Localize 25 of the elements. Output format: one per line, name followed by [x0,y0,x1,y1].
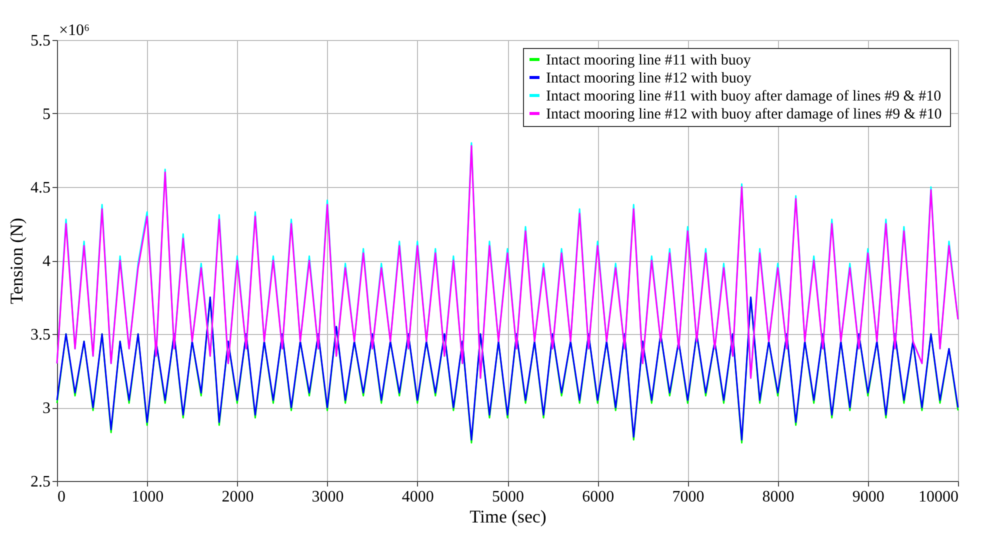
x-tick-label: 10000 [918,488,958,506]
y-axis-title: Tension (N) [6,218,26,304]
legend-label: Intact mooring line #11 with buoy [546,52,752,68]
y-tick-label: 3 [42,400,50,417]
y-tick-label: 4.5 [30,180,50,196]
x-tick-label: 1000 [132,488,164,506]
x-tick-label: 9000 [852,488,884,506]
x-tick-label: 0 [58,488,66,506]
y-tick-label: 5 [42,106,50,123]
x-axis-title: Time (sec) [470,506,546,526]
x-tick-label: 3000 [312,488,344,506]
y-tick-label: 3.5 [30,326,50,344]
x-tick-label: 8000 [762,488,794,506]
x-tick-label: 7000 [672,488,704,506]
x-tick-label: 2000 [222,488,254,506]
text: ×10⁶ [59,22,90,39]
legend-label: Intact mooring line #12 with buoy after damage of lines #9 & #10 [546,106,942,122]
legend-label: Intact mooring line #11 with buoy after damage of lines #9 & #10 [546,88,942,104]
x-tick-label: 5000 [492,488,524,506]
x-tick-label: 6000 [582,488,614,506]
legend-label: Intact mooring line #12 with buoy [546,70,752,86]
y-tick-label: 5.5 [30,32,50,50]
y-tick-label: 4 [42,253,50,270]
x-tick-label: 4000 [402,488,434,506]
y-tick-label: 2.5 [30,474,50,490]
